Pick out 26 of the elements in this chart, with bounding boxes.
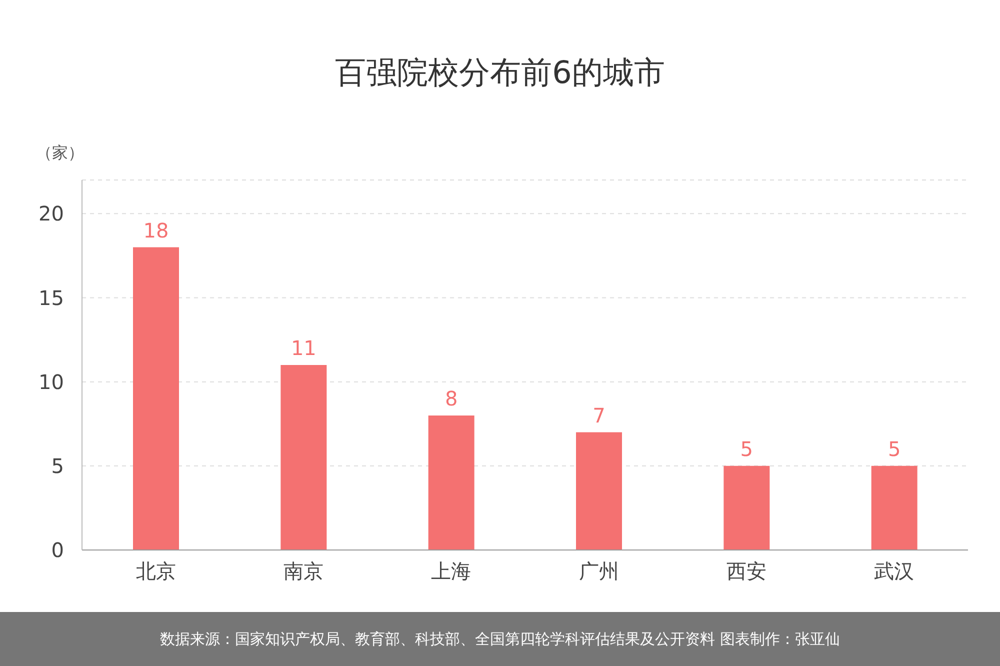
data-label: 18	[143, 218, 169, 242]
y-tick-label: 15	[38, 286, 64, 310]
y-tick-label: 10	[38, 370, 64, 394]
x-tick-label: 武汉	[874, 559, 914, 584]
y-axis-title: （家）	[36, 143, 84, 164]
x-tick-label: 西安	[726, 559, 766, 584]
y-tick-label: 0	[51, 538, 64, 562]
y-tick-label: 5	[51, 454, 64, 478]
y-tick-label: 20	[38, 202, 64, 226]
data-label: 8	[444, 386, 458, 410]
data-label: 5	[888, 436, 901, 461]
bar	[724, 466, 770, 550]
x-tick-label: 广州	[578, 559, 619, 584]
x-tick-label: 上海	[431, 559, 472, 584]
data-label: 11	[290, 336, 316, 360]
source-note: 数据来源：国家知识产权局、教育部、科技部、全国第四轮学科评估结果及公开资料 图表制作：张亚仙	[160, 630, 840, 648]
bar	[576, 432, 622, 550]
data-label: 5	[740, 436, 754, 461]
bar	[428, 415, 474, 550]
bar	[133, 247, 179, 550]
bar	[280, 365, 327, 550]
x-tick-label: 北京	[136, 559, 176, 584]
chart-title: 百强院校分布前6的城市	[334, 54, 666, 93]
data-label: 7	[592, 403, 606, 428]
bar	[871, 466, 918, 550]
x-tick-label: 南京	[284, 559, 324, 584]
